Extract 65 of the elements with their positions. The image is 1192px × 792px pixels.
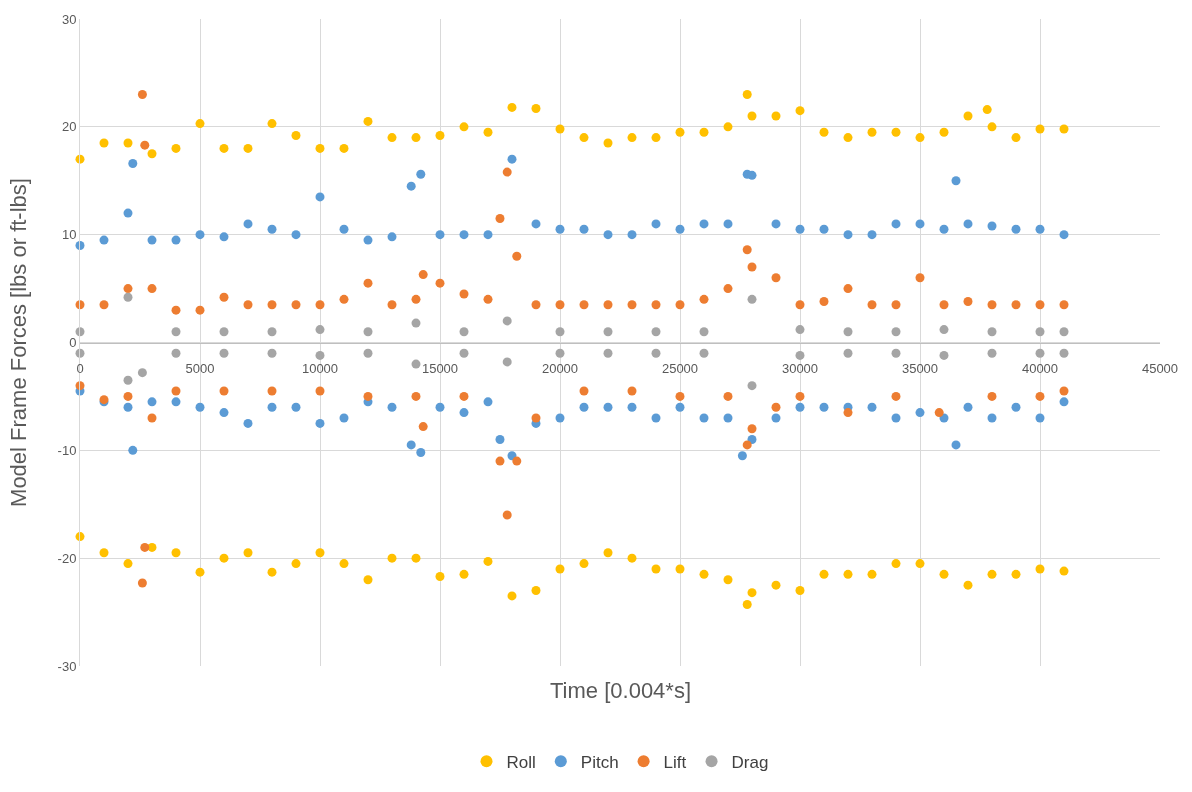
point xyxy=(891,327,901,337)
y-tick-label: -10 xyxy=(57,442,77,458)
y-tick-label: 30 xyxy=(61,11,77,27)
point xyxy=(411,359,421,369)
point xyxy=(502,357,512,367)
legend-label: Drag xyxy=(731,752,769,772)
x-tick-label: 5000 xyxy=(185,361,215,377)
x-tick-label: 15000 xyxy=(421,361,459,377)
x-tick-label: 40000 xyxy=(1021,361,1059,377)
point xyxy=(1059,327,1069,337)
point xyxy=(747,381,757,391)
point xyxy=(315,350,325,360)
point xyxy=(411,318,421,328)
point xyxy=(219,327,229,337)
point xyxy=(363,348,373,358)
point xyxy=(603,327,613,337)
y-tick-label: -20 xyxy=(57,550,77,566)
point xyxy=(459,348,469,358)
legend-label: Lift xyxy=(663,752,687,772)
point xyxy=(315,325,325,335)
point xyxy=(123,292,133,302)
point xyxy=(939,350,949,360)
x-tick-label: 35000 xyxy=(901,361,939,377)
point xyxy=(1035,327,1045,337)
point xyxy=(699,327,709,337)
x-tick-label: 45000 xyxy=(1141,361,1179,377)
point xyxy=(843,327,853,337)
point xyxy=(987,348,997,358)
y-tick-label: 10 xyxy=(61,227,77,243)
point xyxy=(891,348,901,358)
point xyxy=(987,327,997,337)
point xyxy=(795,350,805,360)
legend-label: Roll xyxy=(506,752,536,772)
x-tick-label: 20000 xyxy=(541,361,579,377)
point xyxy=(747,294,757,304)
point xyxy=(137,368,147,378)
point xyxy=(502,316,512,326)
x-tick-label: 30000 xyxy=(781,361,819,377)
point xyxy=(1059,348,1069,358)
point xyxy=(219,348,229,358)
point xyxy=(267,348,277,358)
point xyxy=(843,348,853,358)
point xyxy=(267,327,277,337)
point xyxy=(699,348,709,358)
point xyxy=(123,375,133,385)
point xyxy=(603,348,613,358)
point xyxy=(939,325,949,335)
point xyxy=(1035,348,1045,358)
point xyxy=(171,348,181,358)
y-axis-title: Model Frame Forces [lbs or ft-lbs] xyxy=(6,178,31,507)
point xyxy=(651,327,661,337)
legend-label: Pitch xyxy=(580,752,619,772)
point xyxy=(555,327,565,337)
point xyxy=(459,327,469,337)
point xyxy=(363,327,373,337)
y-tick-label: -30 xyxy=(57,658,77,674)
x-tick-label: 25000 xyxy=(661,361,699,377)
y-tick-label: 20 xyxy=(61,119,77,135)
point xyxy=(555,348,565,358)
point xyxy=(651,348,661,358)
point xyxy=(795,325,805,335)
y-tick-label: 0 xyxy=(69,335,77,351)
x-axis-title: Time [0.004*s] xyxy=(550,678,692,703)
point xyxy=(171,327,181,337)
x-tick-label: 10000 xyxy=(301,361,339,377)
